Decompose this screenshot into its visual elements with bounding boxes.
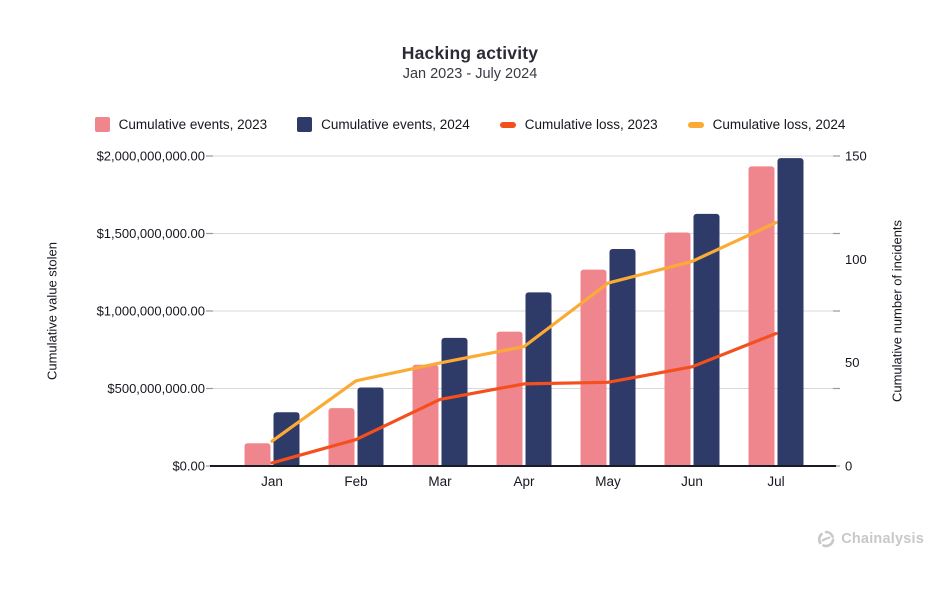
bar-cumulative-events-2024-mar — [441, 337, 468, 466]
y-axis-left-tick-label: $0.00 — [172, 458, 205, 473]
x-axis-tick-label: Jun — [681, 474, 703, 489]
bar-cumulative-events-2023-apr — [496, 331, 523, 466]
legend-item-cumulative-events-2023: Cumulative events, 2023 — [94, 117, 268, 132]
y-axis-left-tick-label: $2,000,000,000.00 — [97, 148, 205, 163]
chainalysis-logo: Chainalysis — [817, 530, 924, 548]
bar-cumulative-events-2023-jul — [748, 166, 775, 466]
x-axis-tick-label: Jan — [261, 474, 283, 489]
bar-cumulative-events-2024-may — [609, 249, 636, 466]
legend: Cumulative events, 2023 Cumulative events… — [0, 117, 940, 132]
legend-item-cumulative-events-2024: Cumulative events, 2024 — [297, 117, 470, 132]
chainalysis-logo-icon — [818, 530, 835, 548]
chainalysis-logo-text: Chainalysis — [841, 531, 924, 547]
line-cumulative-loss-2024 — [270, 221, 778, 443]
legend-swatch-square — [94, 117, 110, 132]
y-axis-right-tick-label: 0 — [845, 458, 852, 473]
bar-cumulative-events-2023-mar — [412, 364, 439, 466]
bar-cumulative-events-2023-may — [580, 269, 607, 466]
legend-label: Cumulative loss, 2023 — [524, 117, 658, 132]
bar-cumulative-events-2024-feb — [357, 387, 384, 466]
bar-cumulative-events-2023-jan — [244, 443, 271, 466]
legend-item-cumulative-loss-2023: Cumulative loss, 2023 — [499, 117, 658, 132]
legend-label: Cumulative events, 2023 — [118, 117, 268, 132]
chart-title: Hacking activity — [401, 43, 539, 63]
y-axis-left-tick-label: $1,500,000,000.00 — [97, 226, 205, 241]
y-axis-right-tick-label: 100 — [845, 252, 867, 267]
y-axis-right-tick-label: 50 — [845, 355, 859, 370]
x-axis-tick-label: Jul — [767, 474, 784, 489]
x-axis-tick-label: Apr — [513, 474, 535, 489]
y-axis-left-tick-label: $1,000,000,000.00 — [97, 303, 205, 318]
y-axis-left-tick-label: $500,000,000.00 — [107, 381, 205, 396]
legend-item-cumulative-loss-2024: Cumulative loss, 2024 — [687, 117, 846, 132]
bar-cumulative-events-2024-jul — [777, 158, 804, 466]
bar-cumulative-events-2023-jun — [664, 232, 691, 466]
legend-swatch-dash — [687, 121, 704, 128]
legend-swatch-square — [297, 117, 313, 132]
x-axis-tick-label: Feb — [344, 474, 367, 489]
legend-label: Cumulative events, 2024 — [321, 117, 470, 132]
x-axis-tick-label: May — [595, 474, 621, 489]
x-axis-tick-label: Mar — [428, 474, 452, 489]
legend-label: Cumulative loss, 2024 — [712, 117, 846, 132]
bar-cumulative-events-2024-apr — [525, 292, 552, 466]
legend-swatch-dash — [499, 121, 516, 128]
chart-subtitle: Jan 2023 - July 2024 — [402, 66, 538, 82]
bar-cumulative-events-2024-jun — [693, 213, 720, 466]
line-cumulative-loss-2023 — [270, 331, 778, 465]
bar-cumulative-events-2023-feb — [328, 408, 355, 466]
y-axis-right-tick-label: 150 — [845, 148, 867, 163]
